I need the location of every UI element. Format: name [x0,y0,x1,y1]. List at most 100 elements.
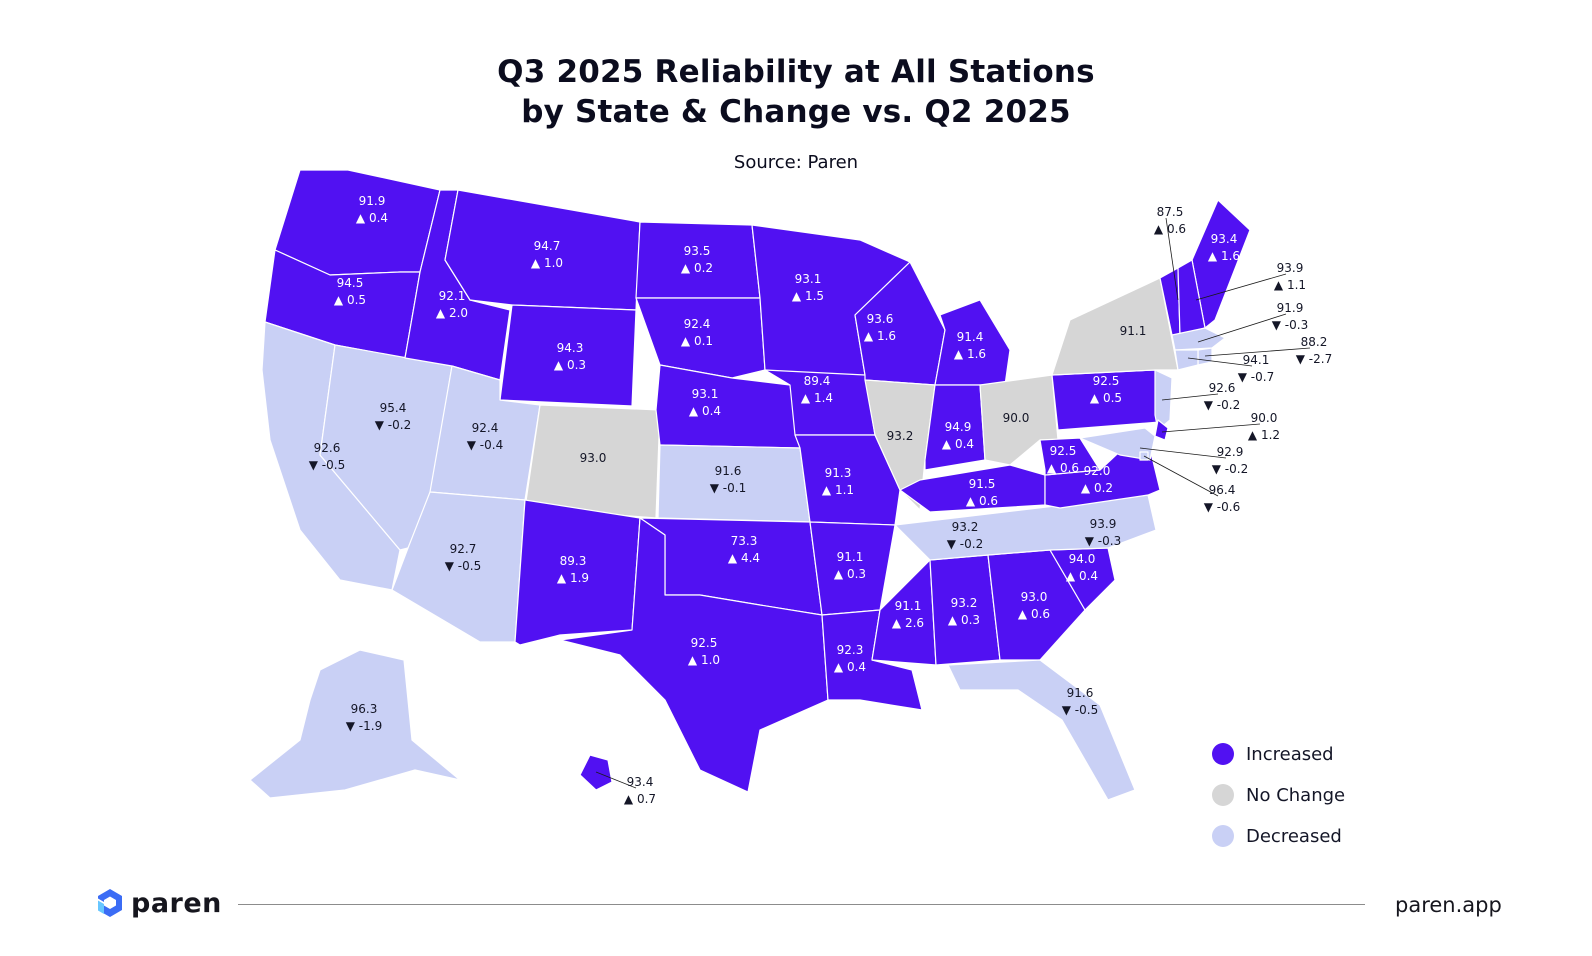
state-value-new-hampshire: 93.9 [1277,261,1304,275]
state-change-florida: ▼ -0.5 [1062,703,1098,717]
legend-item-increased: Increased [1212,742,1334,766]
state-value-alabama: 93.2 [951,596,978,610]
state-change-maryland: ▼ -0.2 [1212,462,1248,476]
state-massachusetts[interactable] [1171,327,1226,351]
state-value-west-virginia: 92.5 [1050,444,1077,458]
state-value-washington: 91.9 [359,194,386,208]
state-value-massachusetts: 91.9 [1277,301,1304,315]
state-change-missouri: ▲ 1.1 [822,483,854,497]
title-line-2: by State & Change vs. Q2 2025 [521,94,1071,130]
state-value-michigan: 91.4 [957,330,984,344]
state-value-vermont: 87.5 [1157,205,1184,219]
state-value-new-york: 91.1 [1120,324,1147,338]
title-line-1: Q3 2025 Reliability at All Stations [497,54,1095,90]
state-alaska[interactable] [249,649,461,799]
state-new-york[interactable] [1051,277,1179,376]
state-rhode-island[interactable] [1197,347,1213,366]
state-change-alaska: ▼ -1.9 [346,719,382,733]
state-wyoming[interactable] [499,304,637,407]
state-value-south-dakota: 92.4 [684,317,711,331]
state-change-delaware: ▲ 1.2 [1248,428,1280,442]
leader-line-hawaii [595,771,637,789]
state-value-maryland: 92.9 [1217,445,1244,459]
state-delaware[interactable] [1154,419,1169,441]
site-link[interactable]: paren.app [1395,893,1502,917]
state-value-connecticut: 94.1 [1243,353,1270,367]
state-change-oklahoma: ▲ 4.4 [728,551,760,565]
leader-line-maryland [1139,447,1227,459]
leader-line-vermont [1165,217,1179,301]
logo-text: paren [131,887,222,919]
state-change-oregon: ▲ 0.5 [334,293,366,307]
state-change-california: ▼ -0.5 [309,458,345,472]
state-change-michigan: ▲ 1.6 [954,347,986,361]
state-value-colorado: 93.0 [580,451,607,465]
state-florida[interactable] [947,659,1136,801]
legend-item-decreased: Decreased [1212,824,1342,848]
state-value-kentucky: 91.5 [969,477,996,491]
legend-label-no-change: No Change [1246,784,1346,806]
state-value-iowa: 89.4 [804,374,831,388]
state-north-carolina[interactable] [894,494,1157,561]
leader-line-new-jersey [1161,393,1219,401]
state-texas[interactable] [559,517,829,793]
state-change-kentucky: ▲ 0.6 [966,494,998,508]
state-change-iowa: ▲ 1.4 [801,391,833,405]
state-change-texas: ▲ 1.0 [688,653,720,667]
state-value-oklahoma: 73.3 [731,534,758,548]
state-change-wisconsin: ▲ 1.6 [864,329,896,343]
state-connecticut[interactable] [1174,349,1199,371]
state-change-hawaii: ▲ 0.7 [624,792,656,806]
leader-line-delaware [1161,423,1261,433]
state-value-arizona: 92.7 [450,542,477,556]
state-labels: 91.9 ▲ 0.4 94.5 ▲ 0.5 92.6 ▼ -0.5 95.4 ▼ -0.2 92… [309,194,1332,806]
state-value-south-carolina: 94.0 [1069,552,1096,566]
state-change-south-carolina: ▲ 0.4 [1066,569,1098,583]
state-hawaii[interactable] [579,754,613,791]
state-value-delaware: 90.0 [1251,411,1278,425]
paren-logo-icon [98,889,122,917]
state-change-rhode-island: ▼ -2.7 [1296,352,1332,366]
state-indiana[interactable] [924,384,986,471]
legend-label-decreased: Decreased [1246,825,1342,847]
state-change-north-carolina: ▼ -0.3 [1085,534,1121,548]
state-value-north-carolina: 93.9 [1090,517,1117,531]
source-note: Source: Paren [733,152,859,173]
footer-divider [238,904,1365,905]
state-value-new-mexico: 89.3 [560,554,587,568]
state-value-arkansas: 91.1 [837,550,864,564]
state-value-missouri: 91.3 [825,466,852,480]
state-change-minnesota: ▲ 1.5 [792,289,824,303]
leader-line-new-hampshire [1195,273,1287,301]
state-value-montana: 94.7 [534,239,561,253]
state-value-louisiana: 92.3 [837,643,864,657]
state-change-nevada: ▼ -0.2 [375,418,411,432]
state-value-virginia: 92.0 [1084,464,1111,478]
state-south-dakota[interactable] [635,297,766,379]
state-change-wyoming: ▲ 0.3 [554,358,586,372]
legend-item-no-change: No Change [1212,783,1345,807]
state-change-utah: ▼ -0.4 [467,438,503,452]
state-west-virginia[interactable] [1039,437,1101,476]
state-change-north-dakota: ▲ 0.2 [681,261,713,275]
state-change-kansas: ▼ -0.1 [710,481,746,495]
legend-swatch-increased [1212,743,1234,765]
state-change-idaho: ▲ 2.0 [436,306,468,320]
state-value-pennsylvania: 92.5 [1093,374,1120,388]
state-value-indiana: 94.9 [945,420,972,434]
state-value-tennessee: 93.2 [952,520,979,534]
state-north-dakota[interactable] [635,221,761,299]
state-change-nebraska: ▲ 0.4 [689,404,721,418]
legend-swatch-decreased [1212,825,1234,847]
state-change-pennsylvania: ▲ 0.5 [1090,391,1122,405]
state-change-west-virginia: ▲ 0.6 [1047,461,1079,475]
state-maryland[interactable] [1079,427,1156,461]
state-value-maine: 93.4 [1211,232,1238,246]
state-change-new-mexico: ▲ 1.9 [557,571,589,585]
paren-logo[interactable]: paren [95,886,222,920]
state-change-virginia: ▲ 0.2 [1081,481,1113,495]
state-change-district-of-columbia: ▼ -0.6 [1204,500,1240,514]
state-value-california: 92.6 [314,441,341,455]
state-value-nevada: 95.4 [380,401,407,415]
